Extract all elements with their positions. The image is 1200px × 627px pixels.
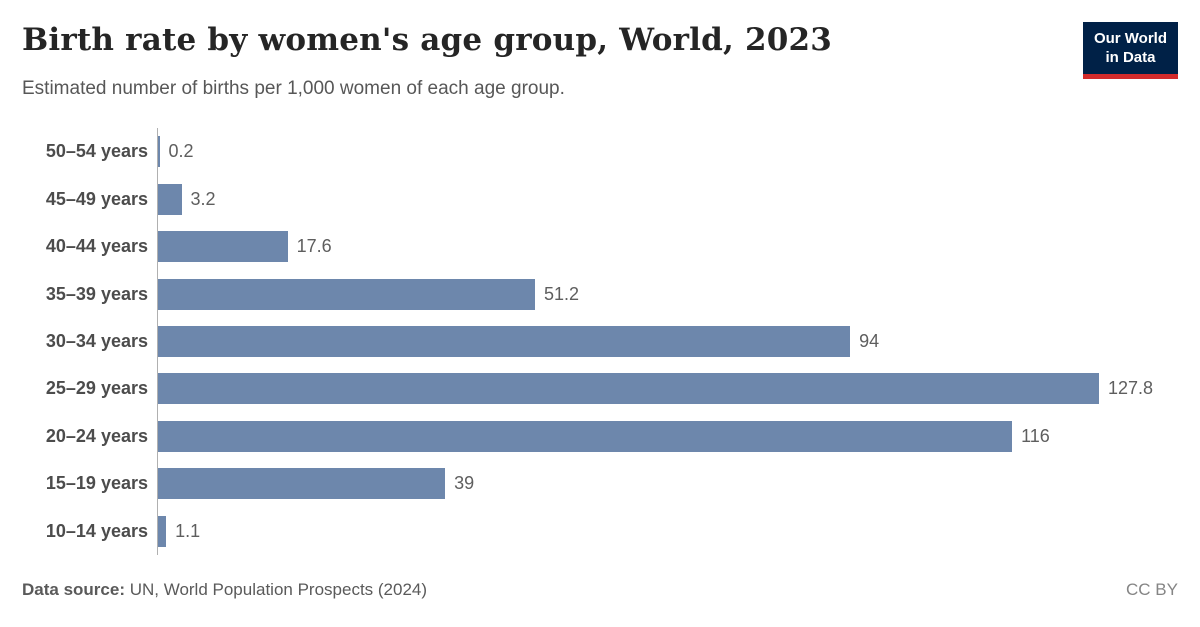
bar-chart: 50–54 years 0.2 45–49 years 3.2 40–44 years 1… — [0, 128, 1200, 555]
bar-rows: 50–54 years 0.2 45–49 years 3.2 40–44 years 1… — [0, 128, 1200, 555]
category-label: 50–54 years — [45, 141, 148, 162]
chart-row: 40–44 years 17.6 — [0, 223, 1200, 270]
chart-subtitle: Estimated number of births per 1,000 wom… — [22, 78, 565, 99]
category-label: 15–19 years — [45, 473, 148, 494]
bar — [158, 325, 851, 357]
chart-row: 20–24 years 116 — [0, 413, 1200, 460]
category-label: 10–14 years — [45, 520, 148, 541]
value-label: 127.8 — [1108, 378, 1154, 399]
chart-row: 10–14 years 1.1 — [0, 508, 1200, 555]
category-label: 45–49 years — [45, 188, 148, 209]
y-axis-line — [157, 128, 158, 555]
value-label: 116 — [1021, 425, 1050, 446]
owid-logo-line1: Our World — [1093, 30, 1167, 47]
bar — [158, 468, 446, 500]
category-label: 20–24 years — [45, 425, 148, 446]
bar — [158, 136, 160, 168]
data-source: Data source: UN, World Population Prospe… — [22, 580, 427, 600]
chart-row: 50–54 years 0.2 — [0, 128, 1200, 175]
bar — [158, 278, 535, 310]
bar — [158, 373, 1099, 405]
value-label: 17.6 — [296, 236, 332, 257]
chart-row: 15–19 years 39 — [0, 460, 1200, 507]
owid-logo: Our World in Data — [1082, 22, 1178, 79]
category-label: 25–29 years — [45, 378, 148, 399]
bar — [158, 420, 1013, 452]
owid-logo-line2: in Data — [1105, 48, 1156, 66]
chart-row: 35–39 years 51.2 — [0, 270, 1200, 317]
bar — [158, 515, 167, 547]
bar — [158, 231, 288, 263]
value-label: 3.2 — [190, 188, 216, 209]
value-label: 1.1 — [175, 520, 201, 541]
value-label: 94 — [859, 330, 880, 351]
page-title: Birth rate by women's age group, World, … — [22, 22, 833, 58]
data-source-text: UN, World Population Prospects (2024) — [124, 580, 428, 599]
chart-row: 30–34 years 94 — [0, 318, 1200, 365]
chart-row: 25–29 years 127.8 — [0, 365, 1200, 412]
chart-row: 45–49 years 3.2 — [0, 175, 1200, 222]
category-label: 35–39 years — [45, 283, 148, 304]
license-link[interactable]: CC BY — [1126, 580, 1178, 599]
value-label: 51.2 — [543, 283, 580, 304]
data-source-label: Data source: — [22, 580, 125, 599]
bar — [158, 183, 182, 215]
category-label: 40–44 years — [45, 236, 148, 257]
value-label: 39 — [454, 473, 475, 494]
value-label: 0.2 — [168, 141, 194, 162]
category-label: 30–34 years — [45, 330, 148, 351]
